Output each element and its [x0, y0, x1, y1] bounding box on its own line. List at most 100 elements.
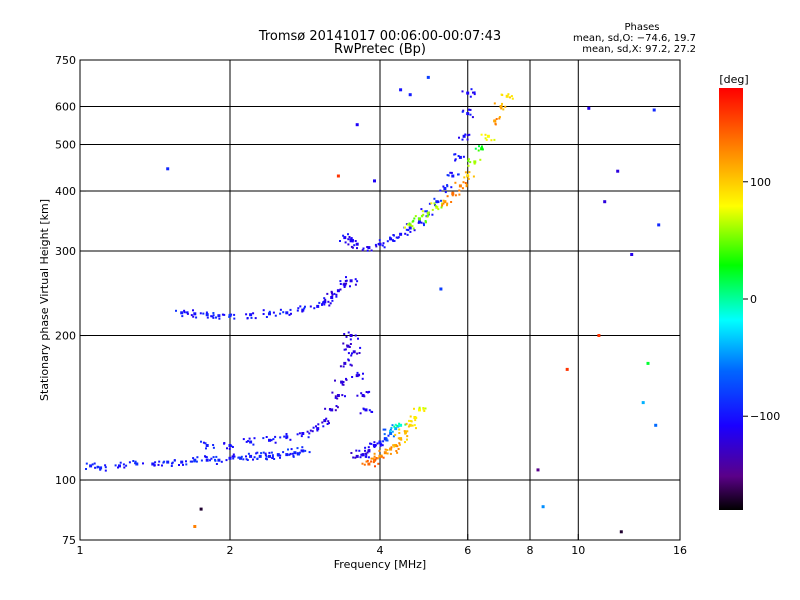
data-point	[205, 444, 209, 447]
data-point	[99, 466, 103, 470]
data-point	[471, 116, 474, 119]
data-point	[355, 374, 359, 378]
data-point	[468, 133, 471, 136]
data-point	[365, 391, 368, 393]
data-point	[446, 184, 449, 187]
data-point	[435, 200, 439, 204]
x-tick-label: 6	[464, 544, 471, 557]
data-point	[380, 455, 383, 458]
data-point	[350, 237, 353, 240]
data-point	[360, 392, 363, 395]
data-points	[85, 75, 661, 534]
data-point	[265, 455, 268, 458]
data-point	[212, 446, 215, 449]
data-point	[461, 187, 464, 190]
data-point	[347, 358, 350, 361]
data-point	[382, 428, 385, 431]
data-point	[200, 440, 202, 443]
data-point	[215, 316, 217, 319]
data-point	[339, 283, 342, 285]
data-point	[378, 440, 382, 444]
data-point	[408, 423, 412, 427]
data-point	[382, 440, 385, 443]
data-point	[327, 420, 330, 423]
data-point	[461, 138, 464, 141]
data-point	[398, 424, 401, 427]
data-point	[355, 449, 358, 452]
data-point	[500, 93, 503, 96]
data-point	[426, 210, 428, 213]
data-point	[464, 182, 467, 184]
data-point	[274, 314, 277, 317]
data-point	[641, 401, 645, 405]
data-point	[114, 464, 117, 467]
data-point	[309, 305, 312, 308]
data-point	[301, 310, 304, 313]
data-point	[383, 433, 386, 436]
data-point	[397, 437, 400, 440]
data-point	[200, 459, 203, 462]
data-point	[347, 233, 349, 236]
data-point	[181, 315, 184, 318]
data-point	[99, 468, 102, 471]
data-point	[386, 439, 389, 442]
data-point	[446, 185, 449, 188]
data-point	[442, 199, 445, 202]
data-point	[277, 454, 280, 457]
data-point	[356, 394, 359, 397]
data-point	[406, 438, 408, 441]
data-point	[466, 174, 470, 178]
data-point	[351, 376, 354, 378]
data-point	[226, 447, 228, 450]
data-point	[394, 423, 397, 426]
data-point	[186, 312, 189, 315]
data-point	[264, 454, 267, 457]
data-point	[343, 282, 346, 285]
data-point	[323, 419, 327, 423]
data-point	[323, 300, 327, 304]
data-point	[390, 446, 393, 449]
data-point	[378, 449, 381, 452]
data-point	[349, 238, 352, 241]
data-point	[328, 422, 330, 425]
data-point	[391, 424, 394, 427]
data-point	[343, 333, 346, 335]
data-point	[328, 304, 331, 307]
data-point	[419, 220, 421, 223]
data-point	[375, 245, 378, 248]
data-point	[370, 410, 373, 413]
colorbar-tick-label: 100	[750, 176, 771, 189]
data-point	[367, 391, 369, 394]
data-point	[205, 313, 209, 317]
data-point	[418, 406, 421, 409]
data-point	[396, 424, 399, 427]
data-point	[411, 424, 414, 427]
data-point	[262, 451, 265, 454]
data-point	[279, 436, 282, 439]
data-point	[378, 242, 382, 246]
data-point	[301, 308, 305, 312]
data-point	[215, 463, 218, 465]
data-point	[406, 435, 409, 438]
data-point	[385, 437, 388, 440]
data-point	[323, 303, 326, 306]
data-point	[364, 408, 368, 412]
data-point	[246, 317, 249, 320]
data-point	[214, 459, 217, 462]
data-point	[409, 420, 412, 422]
data-point	[345, 282, 348, 285]
data-point	[336, 406, 339, 409]
data-point	[287, 448, 289, 451]
data-point	[258, 454, 262, 458]
data-point	[472, 175, 475, 178]
data-point	[173, 459, 176, 462]
data-point	[359, 412, 362, 415]
stats-title: Phases	[624, 22, 659, 33]
data-point	[247, 452, 250, 455]
data-point	[89, 464, 93, 468]
data-point	[297, 307, 300, 310]
data-point	[296, 447, 299, 450]
data-point	[510, 95, 513, 98]
data-point	[351, 240, 354, 243]
data-point	[393, 234, 395, 237]
